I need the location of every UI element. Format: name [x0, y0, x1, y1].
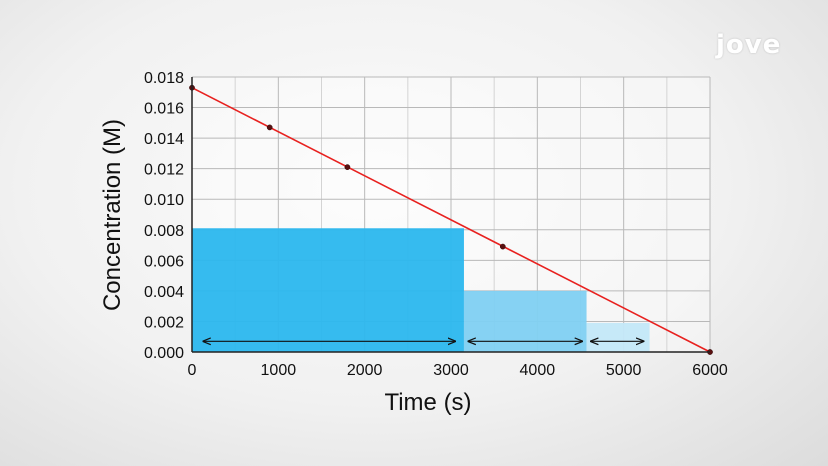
x-tick-label: 0 — [188, 362, 197, 379]
series-line — [191, 86, 711, 353]
x-tick-label: 6000 — [692, 362, 728, 379]
x-tick-label: 5000 — [606, 362, 642, 379]
y-tick-label: 0.006 — [144, 253, 184, 270]
y-tick-label: 0.004 — [144, 284, 184, 301]
y-tick-label: 0.018 — [144, 70, 184, 87]
half-life-bars — [192, 228, 650, 352]
jove-logo: jove — [716, 30, 782, 60]
x-tick-label: 1000 — [261, 362, 297, 379]
data-point — [344, 164, 351, 170]
x-axis-label: Time (s) — [384, 389, 471, 416]
half-life-bar-1 — [192, 228, 464, 352]
y-tick-label: 0.002 — [144, 314, 184, 331]
data-point — [499, 243, 506, 250]
y-tick-label: 0.014 — [144, 131, 184, 148]
y-axis-label: Concentration (M) — [99, 119, 126, 311]
y-tick-label: 0.010 — [144, 192, 184, 209]
y-tick-label: 0.000 — [144, 345, 184, 362]
y-tick-label: 0.008 — [144, 223, 184, 240]
half-life-bar-2 — [463, 290, 587, 352]
data-point — [266, 124, 273, 131]
x-tick-label: 3000 — [433, 362, 469, 379]
axes: 0 1000 2000 3000 4000 5000 6000 0.000 0.002 0.004… — [144, 70, 728, 379]
x-tick-label: 2000 — [347, 362, 383, 379]
half-life-bar-3 — [586, 322, 650, 352]
x-tick-label: 4000 — [520, 362, 556, 379]
y-tick-label: 0.016 — [144, 101, 184, 118]
y-tick-label: 0.012 — [144, 162, 184, 179]
